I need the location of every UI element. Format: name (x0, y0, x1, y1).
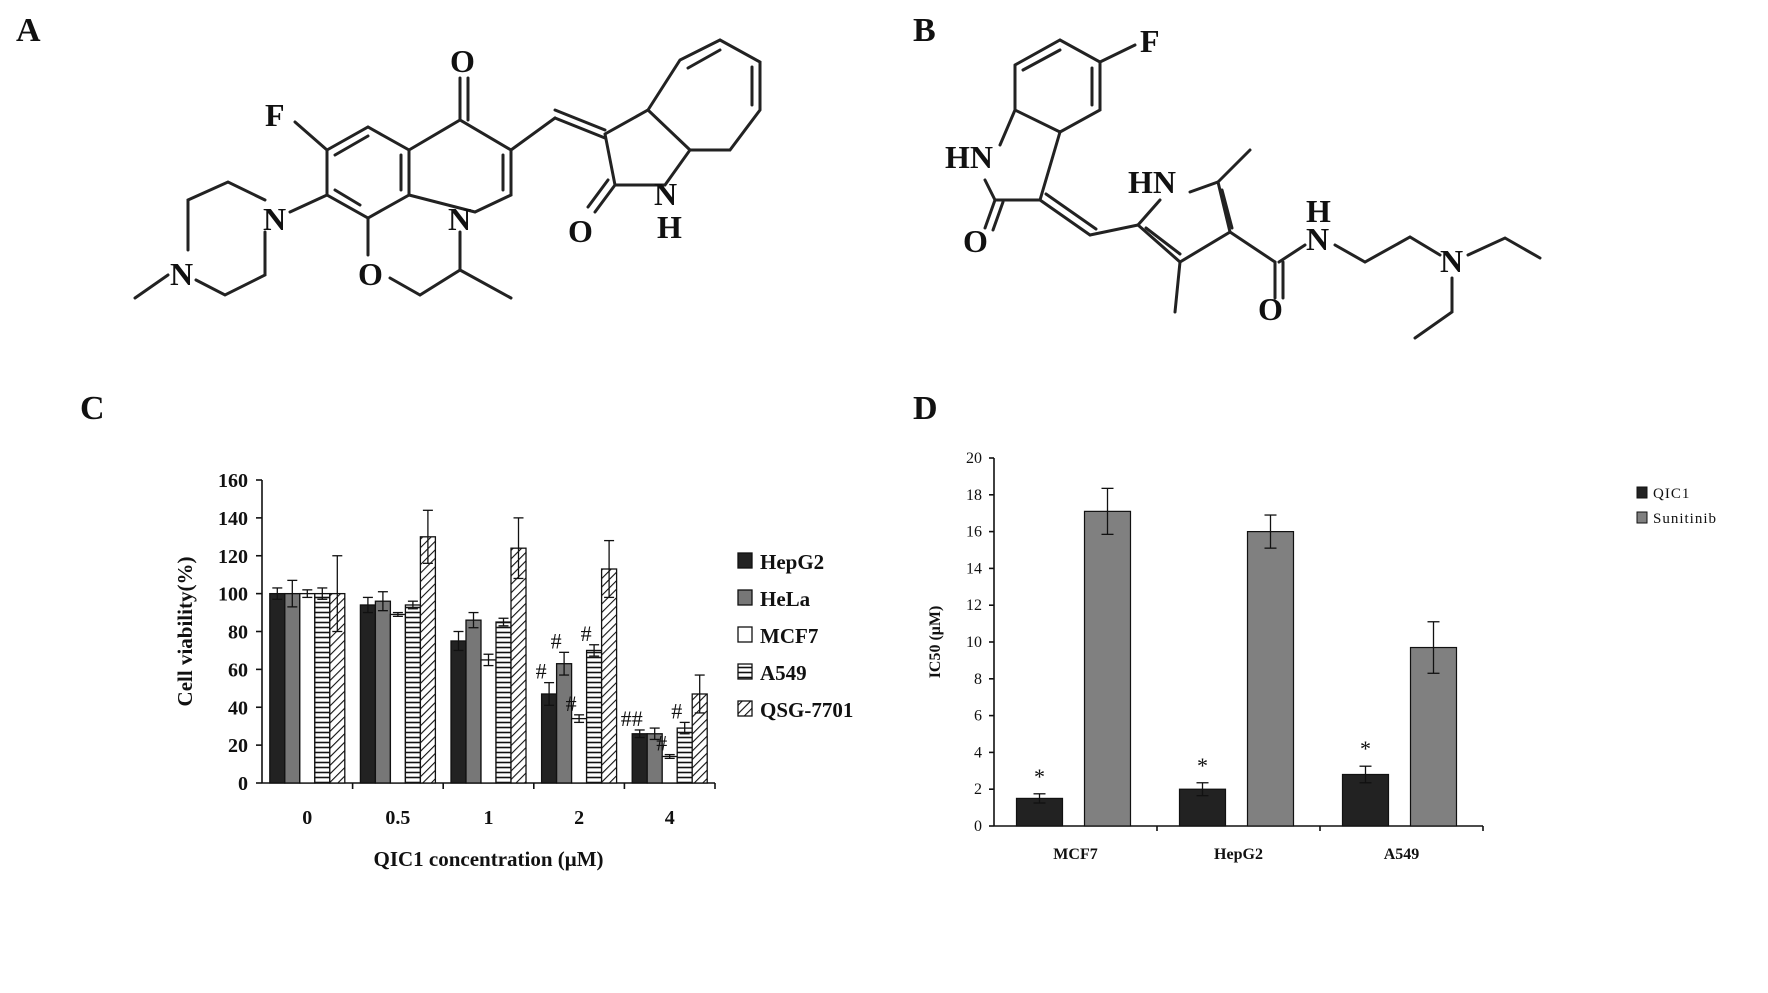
atom-label: N (1440, 243, 1463, 279)
y-tick-label: 100 (218, 584, 248, 606)
significance-marker: * (1360, 736, 1371, 761)
structure-a: O F N N N O O N H (133, 38, 762, 300)
legend-label-a549: A549 (760, 661, 807, 685)
y-tick-label: 18 (966, 487, 982, 504)
atom-label: O (568, 213, 593, 249)
y-tick-label: 14 (966, 560, 982, 577)
significance-marker: # (656, 731, 667, 756)
y-tick-label: 0 (238, 773, 248, 795)
atom-label: F (1140, 23, 1160, 59)
significance-marker: # (671, 698, 682, 723)
legend-label-mcf7: MCF7 (760, 624, 818, 648)
x-tick-label: 2 (574, 807, 584, 829)
y-tick-label: 120 (218, 546, 248, 568)
y-tick-label: 40 (228, 697, 248, 719)
y-tick-label: 12 (966, 597, 982, 614)
y-tick-label: 10 (966, 634, 982, 651)
atom-label: F (265, 97, 285, 133)
legend-swatch-qsg-7701 (737, 700, 753, 717)
y-axis-title: Cell viability(%) (173, 557, 197, 707)
panel-label-c: C (80, 390, 105, 427)
x-tick-label: 4 (665, 807, 675, 829)
y-tick-label: 20 (966, 450, 982, 467)
y-tick-label: 20 (228, 735, 248, 757)
atom-label: N (263, 201, 286, 237)
legend-swatch-hepg2 (737, 552, 753, 569)
bar-sunitinib (1246, 530, 1295, 827)
x-axis-title: QIC1 concentration (μM) (373, 847, 603, 871)
legend-swatch-hela (737, 589, 753, 606)
y-tick-label: 8 (974, 671, 982, 688)
significance-marker: ## (621, 706, 643, 731)
y-tick-label: 140 (218, 508, 248, 530)
legend-swatch-sunitinib (1636, 511, 1648, 524)
x-tick-label: 0.5 (385, 807, 410, 829)
legend-swatch-a549 (737, 663, 753, 680)
atom-label: O (963, 223, 988, 259)
legend-swatch-mcf7 (737, 626, 753, 643)
y-tick-label: 60 (228, 659, 248, 681)
panel-label-b: B (913, 12, 936, 49)
y-tick-label: 80 (228, 622, 248, 644)
significance-marker: # (566, 691, 577, 716)
panel-label-a: A (16, 12, 41, 49)
x-tick-label: 0 (302, 807, 312, 829)
significance-marker: # (581, 621, 592, 646)
significance-marker: * (1034, 764, 1045, 789)
atom-label: N (170, 256, 193, 292)
legend-label-hepg2: HepG2 (760, 550, 824, 574)
panel-label-d: D (913, 390, 938, 427)
atom-label: N (654, 176, 677, 212)
y-tick-label: 160 (218, 470, 248, 492)
significance-marker: # (551, 628, 562, 653)
y-tick-label: 2 (974, 781, 982, 798)
x-tick-label: HepG2 (1214, 846, 1263, 863)
atom-label: O (358, 256, 383, 292)
y-tick-label: 16 (966, 524, 982, 541)
legend-swatch-qic1 (1636, 486, 1648, 499)
bar-sunitinib (1409, 646, 1458, 827)
atom-label: HN (945, 139, 993, 175)
legend-label-qsg-7701: QSG-7701 (760, 698, 853, 722)
x-tick-label: 1 (484, 807, 494, 829)
legend-label-qic1: QIC1 (1653, 486, 1690, 502)
x-tick-label: MCF7 (1053, 846, 1097, 863)
legend-label-sunitinib: Sunitinib (1653, 511, 1717, 527)
atom-label: O (1258, 291, 1283, 327)
atom-label: H (1306, 193, 1331, 229)
y-tick-label: 6 (974, 708, 982, 725)
legend-label-hela: HeLa (760, 587, 811, 611)
significance-marker: * (1197, 753, 1208, 778)
atom-label: HN (1128, 164, 1176, 200)
atom-label: N (1306, 221, 1329, 257)
atom-label: H (657, 209, 682, 245)
y-axis-title: IC50 (μM) (927, 606, 944, 679)
y-tick-label: 4 (974, 744, 982, 761)
y-tick-label: 0 (974, 818, 982, 835)
x-tick-label: A549 (1384, 846, 1420, 863)
significance-marker: # (536, 659, 547, 684)
structure-b: F HN O HN H N O N (945, 23, 1542, 340)
atom-label: O (450, 43, 475, 79)
bar-sunitinib (1083, 510, 1132, 827)
atom-label: N (448, 201, 471, 237)
